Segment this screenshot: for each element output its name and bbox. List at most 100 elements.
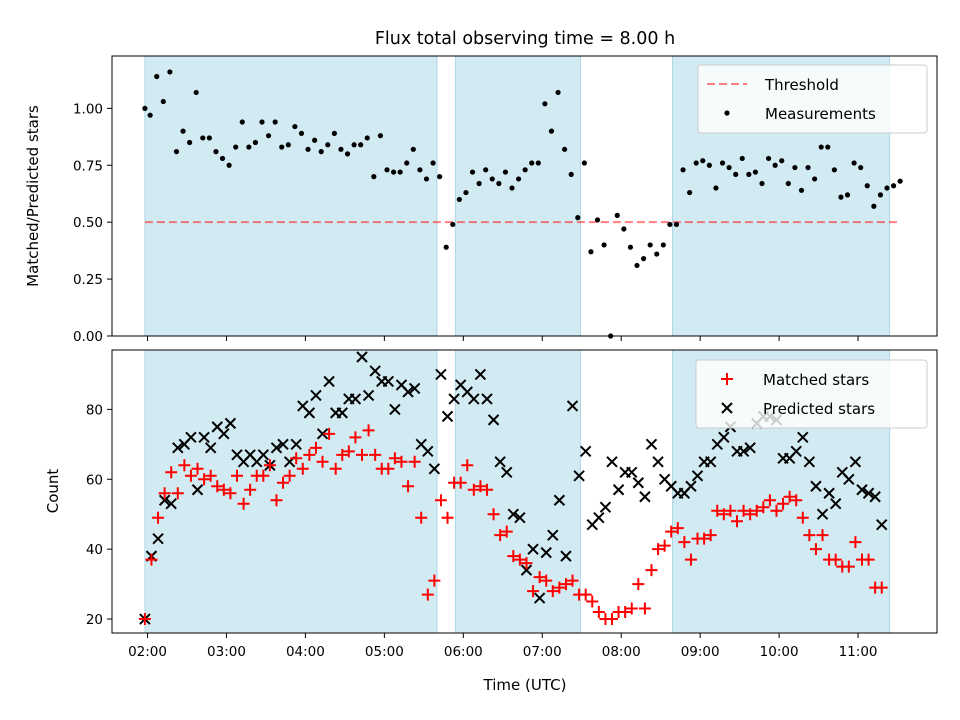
matched-star-point bbox=[362, 424, 375, 437]
measurement-point bbox=[825, 144, 831, 150]
matched-star-point bbox=[645, 564, 658, 577]
predicted-star-point bbox=[639, 491, 651, 503]
bottom-y-axis-label: Count bbox=[44, 469, 62, 514]
measurement-point bbox=[364, 135, 370, 141]
measurements-series bbox=[142, 69, 903, 339]
measurement-point bbox=[726, 164, 732, 171]
matched-star-point bbox=[625, 602, 638, 615]
matched-star-point bbox=[474, 480, 487, 493]
top-axes-frame bbox=[111, 55, 938, 337]
measurement-point bbox=[325, 142, 331, 148]
measurement-point bbox=[489, 176, 495, 182]
measurement-point bbox=[844, 192, 851, 198]
matched-star-point bbox=[783, 490, 796, 503]
matched-star-point bbox=[553, 581, 566, 594]
measurement-point bbox=[377, 133, 384, 139]
measurement-point bbox=[858, 164, 864, 171]
measurement-point bbox=[173, 149, 180, 155]
predicted-star-point bbox=[198, 431, 210, 444]
matched-star-point bbox=[757, 501, 770, 514]
matched-star-point bbox=[388, 452, 401, 465]
measurement-point bbox=[259, 119, 265, 125]
measurement-point bbox=[831, 167, 837, 173]
matched-star-point bbox=[467, 483, 480, 496]
predicted-star-point bbox=[704, 456, 717, 468]
matched-star-point bbox=[763, 494, 776, 507]
measurement-point bbox=[877, 192, 884, 198]
measurement-point bbox=[252, 139, 259, 146]
matched-star-point bbox=[658, 539, 671, 552]
predicted-star-point bbox=[323, 375, 335, 388]
matched-star-point bbox=[487, 508, 500, 521]
matched-star-point bbox=[698, 532, 711, 545]
measurement-point bbox=[502, 169, 509, 175]
measurement-point bbox=[812, 176, 818, 182]
matched-star-point bbox=[356, 448, 368, 461]
matched-star-point bbox=[652, 543, 665, 556]
measurement-point bbox=[765, 155, 772, 162]
matched-star-point bbox=[494, 529, 507, 542]
top-y-ticks: 0.00 0.25 0.50 0.75 1.00 bbox=[73, 101, 112, 345]
matched-star-point bbox=[481, 483, 493, 496]
predicted-star-point bbox=[435, 368, 447, 381]
x-tick-label: 03:00 bbox=[207, 644, 246, 660]
measurement-point bbox=[752, 169, 759, 175]
predicted-star-point bbox=[823, 487, 835, 499]
measurement-point bbox=[206, 135, 212, 141]
predicted-star-point bbox=[514, 511, 526, 524]
matched-star-point bbox=[198, 473, 211, 486]
measurement-point bbox=[496, 180, 502, 187]
measurement-point bbox=[805, 164, 811, 171]
matched-star-point bbox=[750, 504, 763, 517]
top-legend: Threshold Measurements bbox=[697, 64, 928, 134]
x-tick-label: 08:00 bbox=[602, 644, 641, 660]
legend-predicted-label: Predicted stars bbox=[763, 400, 875, 418]
predicted-star-point bbox=[520, 564, 533, 576]
measurement-point bbox=[483, 167, 489, 173]
measurement-point bbox=[193, 89, 199, 96]
measurement-point bbox=[154, 73, 160, 80]
measurement-point bbox=[390, 169, 397, 175]
predicted-star-point bbox=[507, 508, 520, 520]
measurement-point bbox=[581, 160, 587, 166]
matched-star-point bbox=[165, 466, 178, 479]
measurement-point bbox=[601, 242, 607, 248]
measurement-point bbox=[298, 130, 305, 136]
predicted-star-point bbox=[645, 438, 658, 451]
measurement-point bbox=[272, 119, 278, 125]
matched-star-point bbox=[369, 448, 382, 461]
matched-star-point bbox=[559, 578, 572, 591]
predicted-star-point bbox=[626, 466, 638, 478]
measurement-point bbox=[884, 185, 890, 191]
matched-star-point bbox=[283, 469, 296, 482]
matched-star-point bbox=[342, 445, 355, 458]
predicted-star-point bbox=[152, 532, 164, 545]
matched-star-point bbox=[711, 504, 724, 517]
measurement-point bbox=[476, 180, 482, 187]
matched-star-point bbox=[684, 553, 697, 566]
measurement-point bbox=[522, 167, 528, 173]
measurement-point bbox=[548, 128, 555, 134]
matched-star-point bbox=[145, 553, 158, 566]
matched-star-point bbox=[349, 431, 362, 444]
predicted-star-point bbox=[593, 511, 605, 524]
y-tick-label: 0.25 bbox=[73, 272, 103, 288]
measurement-point bbox=[575, 215, 581, 221]
measurement-point bbox=[430, 160, 436, 166]
measurement-point bbox=[640, 256, 647, 262]
predicted-star-point bbox=[527, 543, 539, 555]
predicted-star-point bbox=[468, 393, 480, 405]
predicted-star-point bbox=[744, 442, 756, 454]
predicted-star-point bbox=[165, 498, 177, 510]
predicted-star-point bbox=[869, 491, 881, 503]
predicted-star-point bbox=[810, 480, 822, 492]
measurement-point bbox=[654, 251, 660, 257]
matched-star-point bbox=[257, 469, 270, 482]
legend-measurements-swatch bbox=[724, 110, 730, 116]
matched-star-point bbox=[217, 483, 230, 496]
matched-star-point bbox=[336, 448, 349, 461]
measurement-point bbox=[798, 187, 805, 193]
matched-star-point bbox=[191, 462, 204, 475]
measurement-point bbox=[627, 244, 634, 250]
matched-star-point bbox=[296, 462, 309, 475]
